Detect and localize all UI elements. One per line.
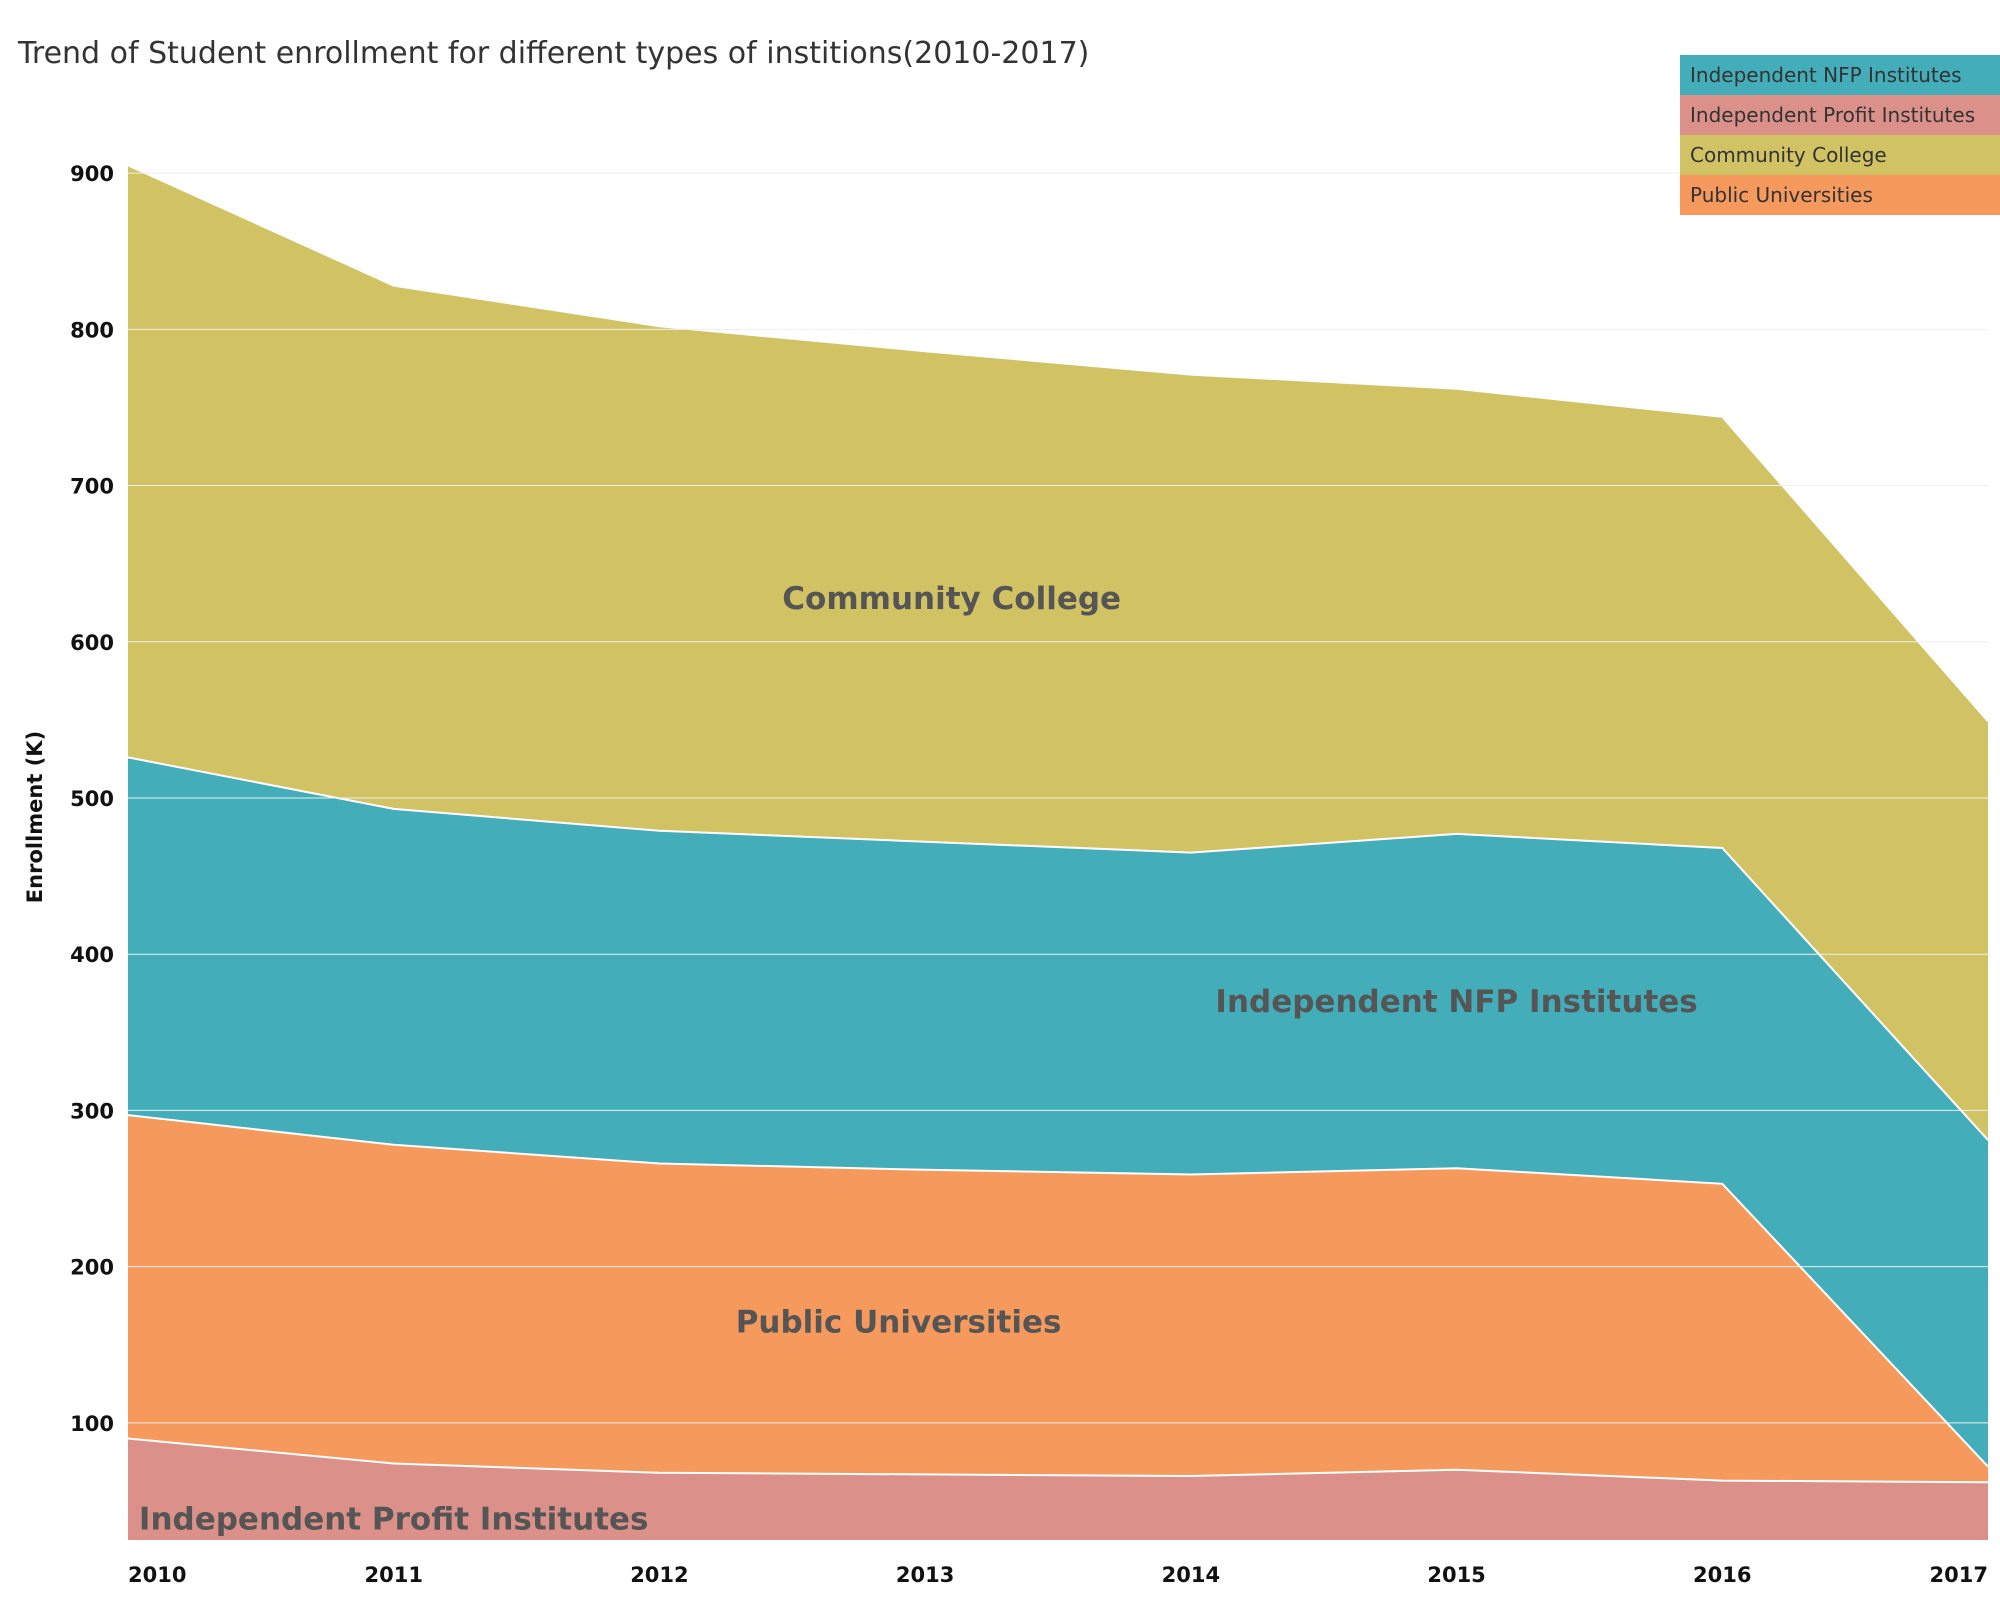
area-edge-independent-nfp-institutes <box>127 756 1989 1141</box>
x-tick-label: 2011 <box>364 1563 422 1587</box>
area-independent-profit-institutes[interactable] <box>128 1438 1988 1541</box>
y-tick-label: 500 <box>70 787 114 811</box>
y-tick-label: 900 <box>70 162 114 186</box>
x-tick-label: 2017 <box>1930 1563 1988 1587</box>
legend-label: Public Universities <box>1690 183 1873 207</box>
x-tick-label: 2014 <box>1162 1563 1220 1587</box>
legend-label: Independent NFP Institutes <box>1690 63 1961 87</box>
legend-swatch <box>1680 55 2000 95</box>
legend-label: Independent Profit Institutes <box>1690 103 1975 127</box>
legend-item-independent-nfp-institutes[interactable]: Independent NFP Institutes <box>1680 55 2000 95</box>
y-tick-label: 400 <box>70 943 114 967</box>
legend-item-public-universities[interactable]: Public Universities <box>1680 175 2000 215</box>
area-edge-independent-profit-institutes <box>127 1437 1989 1484</box>
area-independent-nfp-institutes[interactable] <box>128 757 1988 1467</box>
area-label-community-college: Community College <box>782 581 1121 617</box>
y-tick-label: 100 <box>70 1412 114 1436</box>
y-axis-title: Enrollment (K) <box>23 731 47 903</box>
area-label-independent-nfp-institutes: Independent NFP Institutes <box>1215 984 1697 1020</box>
x-tick-label: 2010 <box>128 1563 186 1587</box>
area-label-public-universities: Public Universities <box>736 1305 1062 1341</box>
legend-swatch <box>1680 175 2000 215</box>
y-axis-ticks: 100 200 300 400 500 600 700 800 900 <box>70 162 1988 1436</box>
x-axis-ticks: 2010 2011 2012 2013 2014 2015 2016 2017 <box>128 1563 1988 1587</box>
area-edge-community-college <box>127 164 1989 723</box>
chart-title: Trend of Student enrollment for differen… <box>18 36 1090 71</box>
legend-item-community-college[interactable]: Community College <box>1680 135 2000 175</box>
legend-item-independent-profit-institutes[interactable]: Independent Profit Institutes <box>1680 95 2000 135</box>
x-tick-label: 2016 <box>1693 1563 1751 1587</box>
y-tick-label: 300 <box>70 1099 114 1123</box>
area-community-college[interactable] <box>128 165 1988 1141</box>
legend-swatch <box>1680 135 2000 175</box>
legend-label: Community College <box>1690 143 1887 167</box>
legend-swatch <box>1680 95 2000 135</box>
x-tick-label: 2012 <box>630 1563 688 1587</box>
y-tick-label: 600 <box>70 631 114 655</box>
y-tick-label: 700 <box>70 475 114 499</box>
area-series-group <box>127 164 1989 1541</box>
y-tick-label: 800 <box>70 318 114 342</box>
legend[interactable]: Independent NFP Institutes Independent Pr… <box>1680 55 2000 215</box>
area-label-independent-profit-institutes: Independent Profit Institutes <box>139 1502 649 1538</box>
area-labels-group: Community College Independent NFP Institu… <box>139 581 1698 1537</box>
x-tick-label: 2015 <box>1427 1563 1485 1587</box>
y-tick-label: 200 <box>70 1256 114 1280</box>
area-public-universities[interactable] <box>128 1115 1988 1483</box>
area-edge-public-universities <box>127 1114 1989 1468</box>
x-tick-label: 2013 <box>896 1563 954 1587</box>
